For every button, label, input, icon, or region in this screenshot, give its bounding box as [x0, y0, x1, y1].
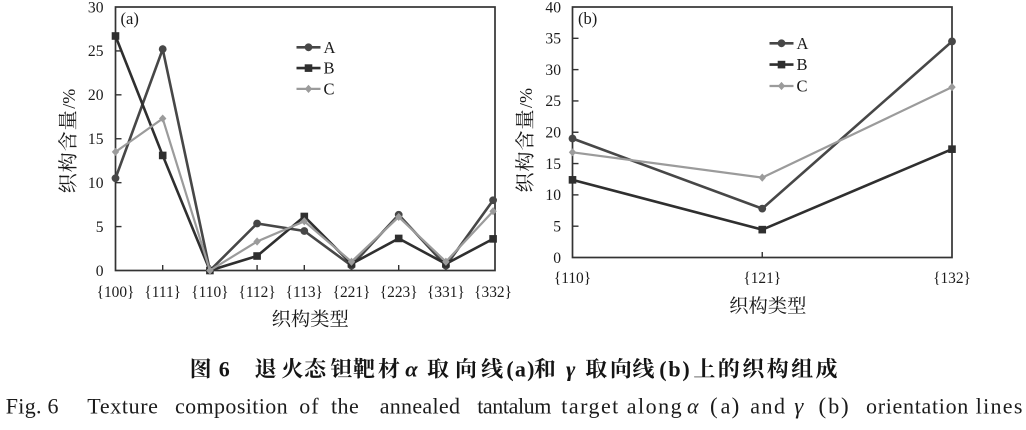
svg-text:composition: composition	[175, 393, 288, 418]
svg-text:B: B	[324, 59, 335, 78]
svg-text:(b): (b)	[578, 9, 597, 28]
svg-text:40: 40	[545, 0, 561, 16]
svg-text:B: B	[797, 55, 808, 74]
svg-text:): )	[841, 393, 849, 418]
svg-text:/%: /%	[516, 88, 536, 108]
svg-text:35: 35	[545, 31, 561, 48]
svg-text:γ: γ	[794, 393, 804, 418]
svg-text:{121}: {121}	[743, 270, 781, 287]
svg-text:{100}: {100}	[97, 284, 135, 301]
svg-text:{110}: {110}	[191, 284, 228, 301]
svg-text:C: C	[797, 77, 808, 96]
svg-text:(a): (a)	[506, 357, 535, 382]
svg-text:10: 10	[88, 175, 104, 192]
svg-text:the: the	[331, 393, 359, 418]
svg-text:Fig. 6: Fig. 6	[6, 393, 59, 418]
svg-text:15: 15	[88, 131, 104, 148]
svg-text:10: 10	[545, 187, 561, 204]
svg-text:{113}: {113}	[286, 284, 323, 301]
svg-text:20: 20	[545, 125, 561, 142]
svg-text:20: 20	[88, 87, 104, 104]
svg-text:{331}: {331}	[427, 284, 465, 301]
svg-text:30: 30	[545, 62, 561, 79]
svg-text:Texture: Texture	[87, 393, 158, 418]
svg-text:): )	[732, 393, 740, 418]
svg-text:of: of	[299, 393, 319, 418]
svg-text:A: A	[324, 38, 336, 57]
svg-text:{111}: {111}	[144, 284, 181, 301]
svg-text:along: along	[627, 393, 683, 418]
svg-text:tantalum: tantalum	[477, 393, 551, 418]
svg-text:/%: /%	[59, 89, 79, 109]
svg-text:15: 15	[545, 156, 561, 173]
svg-text:5: 5	[96, 219, 104, 236]
svg-text:30: 30	[88, 0, 104, 16]
svg-text:(: (	[710, 393, 718, 418]
svg-text:(b): (b)	[659, 357, 691, 382]
svg-text:{112}: {112}	[238, 284, 275, 301]
svg-text:25: 25	[88, 43, 104, 60]
svg-text:{332}: {332}	[474, 284, 512, 301]
svg-text:γ: γ	[566, 357, 576, 382]
svg-text:0: 0	[96, 263, 104, 280]
svg-text:{223}: {223}	[380, 284, 418, 301]
svg-text:a: a	[721, 393, 731, 418]
svg-text:{132}: {132}	[933, 270, 971, 287]
svg-text:b: b	[828, 393, 839, 418]
svg-text:0: 0	[553, 250, 561, 267]
svg-text:(a): (a)	[121, 9, 139, 28]
svg-text:C: C	[324, 80, 335, 99]
svg-text:lines: lines	[976, 393, 1024, 418]
svg-text:α: α	[405, 357, 418, 382]
svg-text:orientation: orientation	[866, 393, 969, 418]
svg-text:α: α	[687, 393, 699, 418]
svg-text:and: and	[750, 393, 786, 418]
svg-text:target: target	[561, 393, 619, 418]
svg-text:6: 6	[219, 357, 230, 382]
svg-text:5: 5	[553, 218, 561, 235]
svg-text:{110}: {110}	[554, 270, 591, 287]
svg-text:A: A	[797, 34, 809, 53]
svg-text:25: 25	[545, 93, 561, 110]
svg-text:annealed: annealed	[380, 393, 461, 418]
svg-text:(: (	[819, 393, 827, 418]
svg-text:{221}: {221}	[333, 284, 371, 301]
